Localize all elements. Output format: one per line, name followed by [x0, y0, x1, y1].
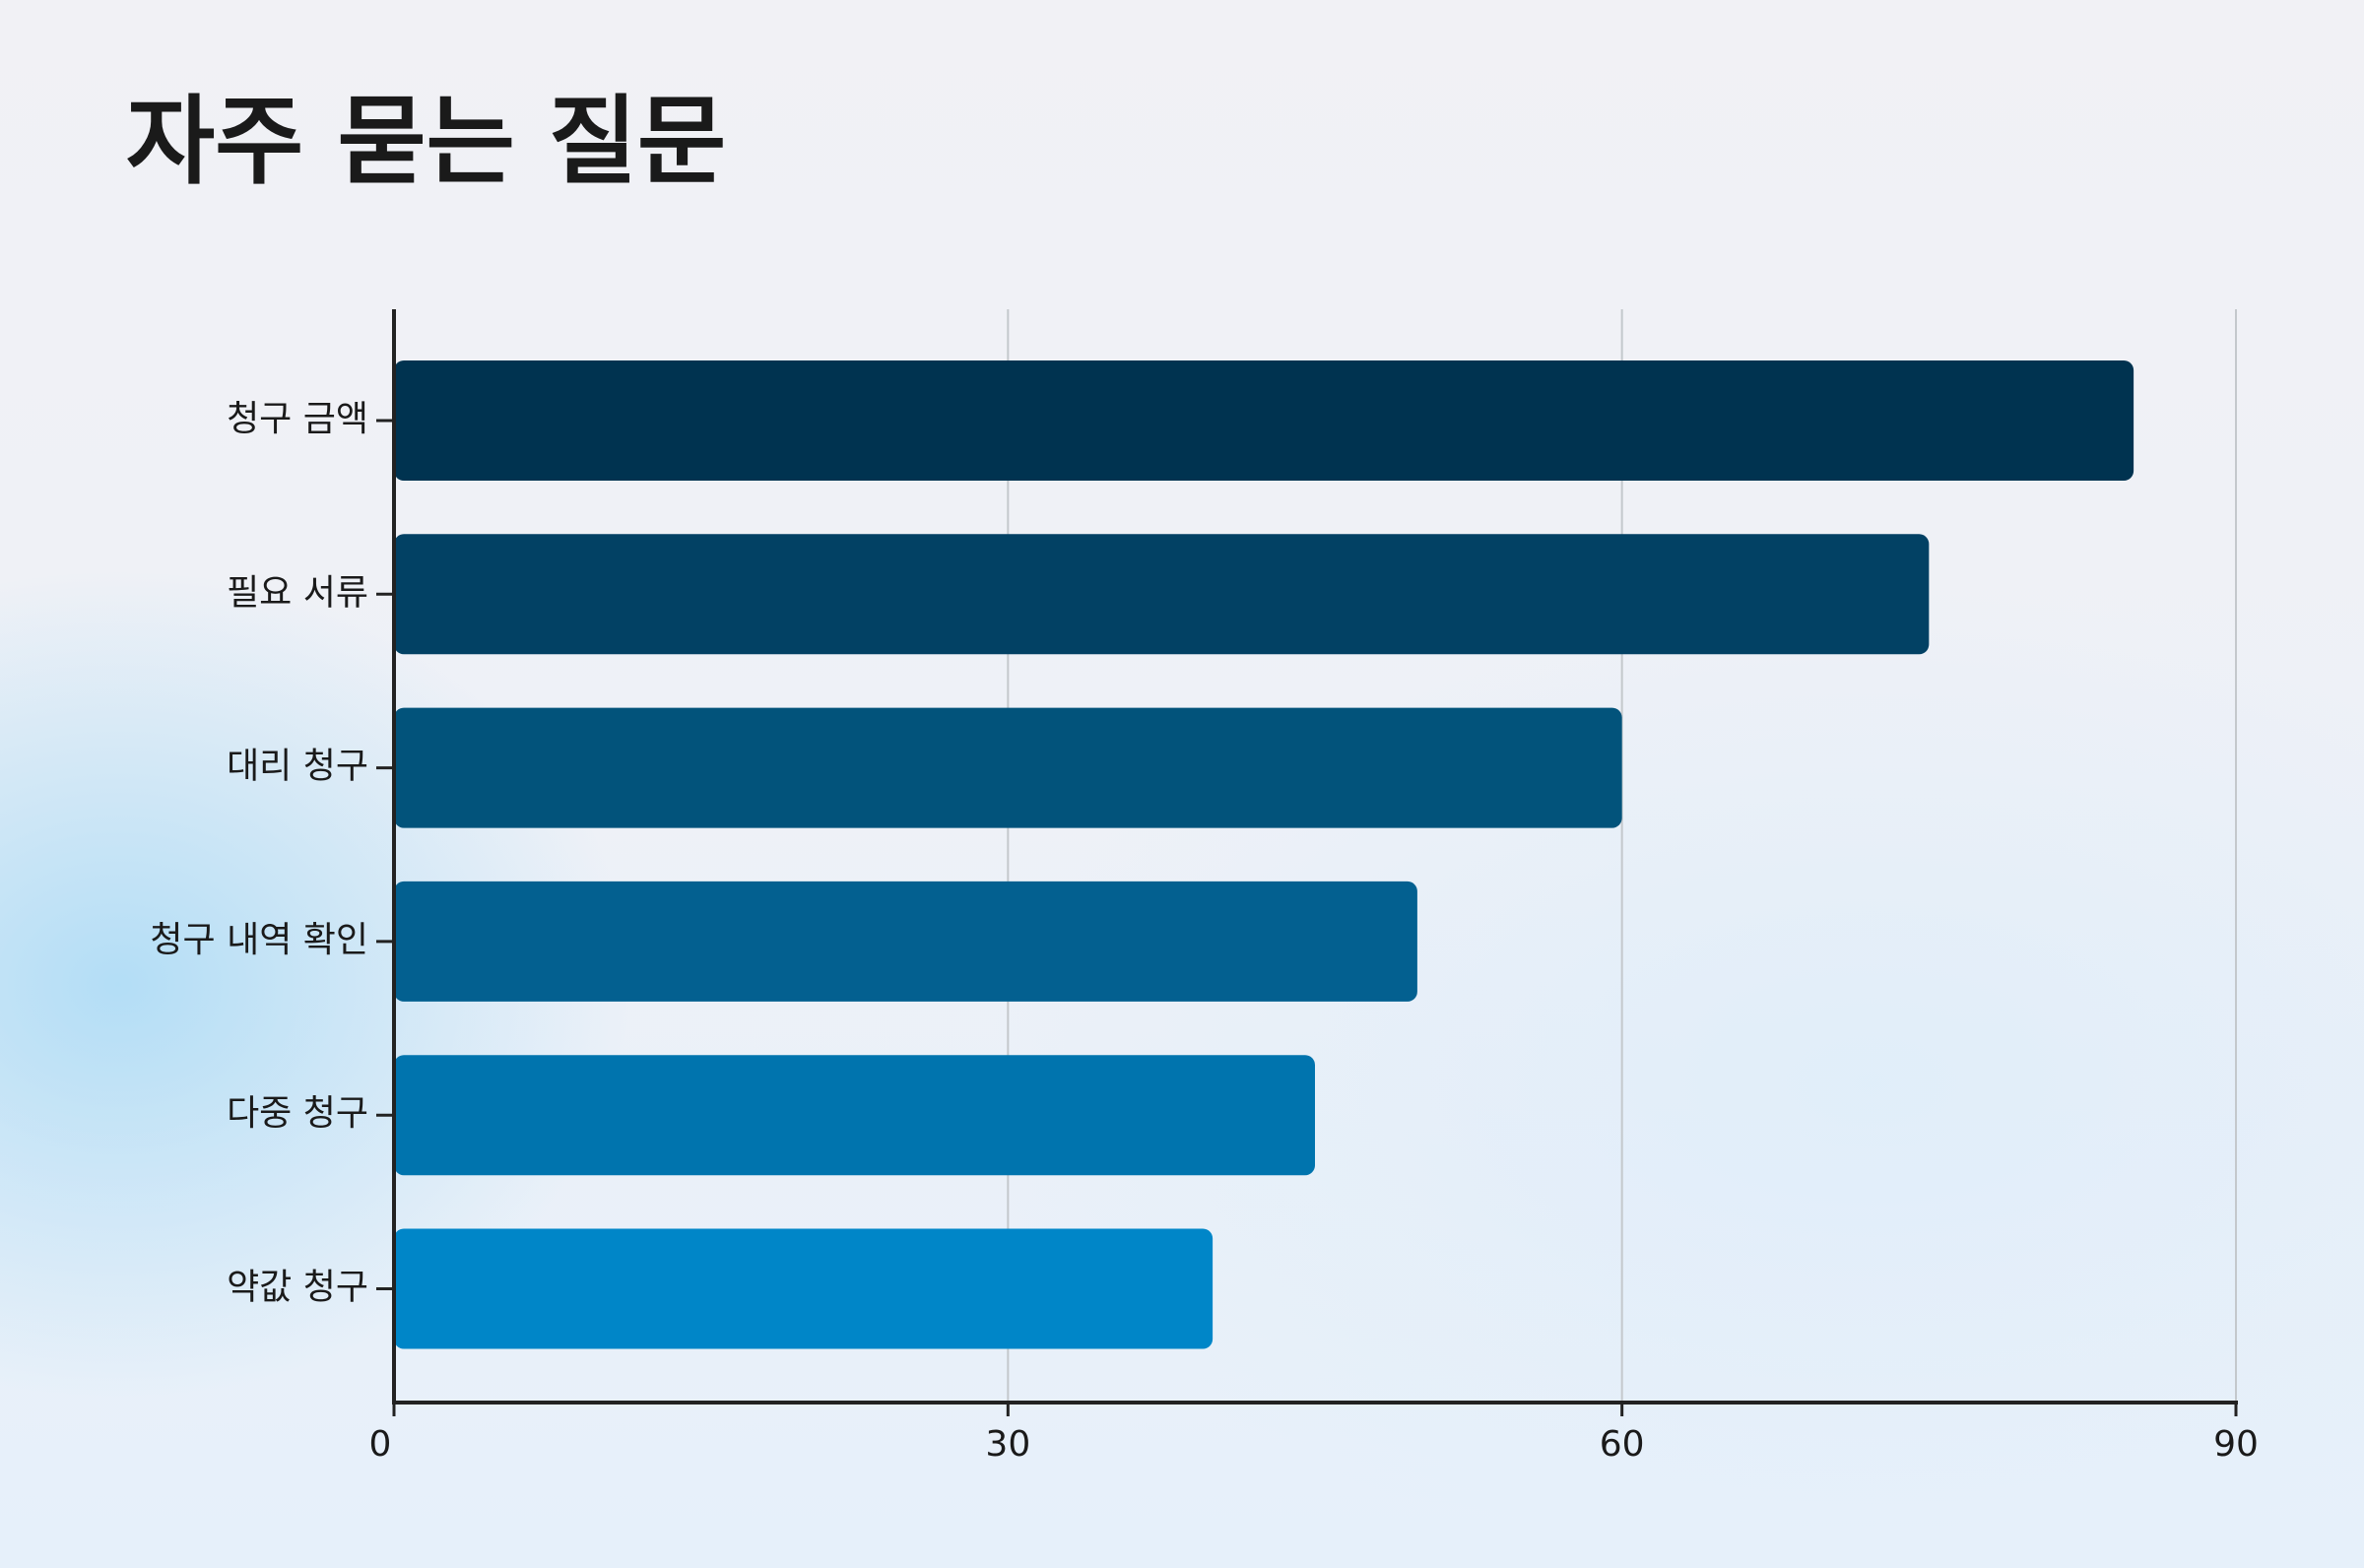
x-tick-label: 60	[1600, 1424, 1645, 1465]
x-tick-label: 0	[369, 1424, 392, 1465]
y-tick-label: 대리 청구	[227, 747, 368, 787]
x-tick-label: 90	[2213, 1424, 2259, 1465]
y-tick-label: 약값 청구	[227, 1268, 368, 1308]
bar	[394, 881, 1417, 1002]
y-tick-label: 청구 금액	[227, 399, 368, 439]
x-tick-label: 30	[985, 1424, 1030, 1465]
bar	[394, 1055, 1315, 1176]
y-tick-label: 청구 내역 확인	[150, 920, 368, 960]
bar	[394, 707, 1622, 828]
y-tick-label: 다중 청구	[227, 1093, 368, 1134]
bar	[394, 534, 1930, 655]
bar	[394, 360, 2134, 481]
y-tick-label: 필요 서류	[227, 572, 368, 613]
chart-title: 자주 묻는 질문	[126, 86, 726, 198]
bar	[394, 1228, 1214, 1349]
